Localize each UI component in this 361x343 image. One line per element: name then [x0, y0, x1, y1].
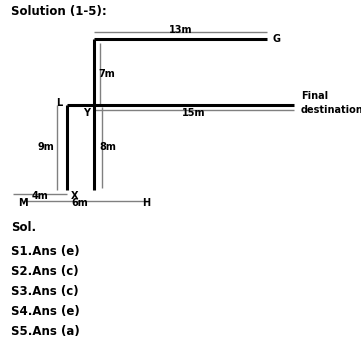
Text: L: L	[57, 98, 63, 108]
Text: Sol.: Sol.	[11, 221, 36, 234]
Text: S5.Ans (a): S5.Ans (a)	[11, 325, 79, 338]
Text: 6m: 6m	[72, 198, 88, 208]
Text: 15m: 15m	[182, 108, 206, 118]
Text: Final: Final	[301, 92, 328, 102]
Text: 9m: 9m	[37, 142, 54, 152]
Text: 13m: 13m	[169, 25, 192, 35]
Text: Y: Y	[83, 108, 90, 118]
Text: destination: destination	[301, 105, 361, 115]
Text: H: H	[142, 198, 150, 209]
Text: Solution (1-5):: Solution (1-5):	[11, 5, 106, 18]
Text: 4m: 4m	[32, 191, 48, 201]
Text: S3.Ans (c): S3.Ans (c)	[11, 285, 78, 298]
Text: M: M	[18, 198, 27, 209]
Text: S1.Ans (e): S1.Ans (e)	[11, 245, 79, 258]
Text: 8m: 8m	[100, 142, 117, 152]
Text: G: G	[273, 34, 281, 44]
Text: S2.Ans (c): S2.Ans (c)	[11, 265, 78, 278]
Text: S4.Ans (e): S4.Ans (e)	[11, 305, 79, 318]
Text: 7m: 7m	[99, 69, 115, 79]
Text: X: X	[71, 191, 78, 201]
